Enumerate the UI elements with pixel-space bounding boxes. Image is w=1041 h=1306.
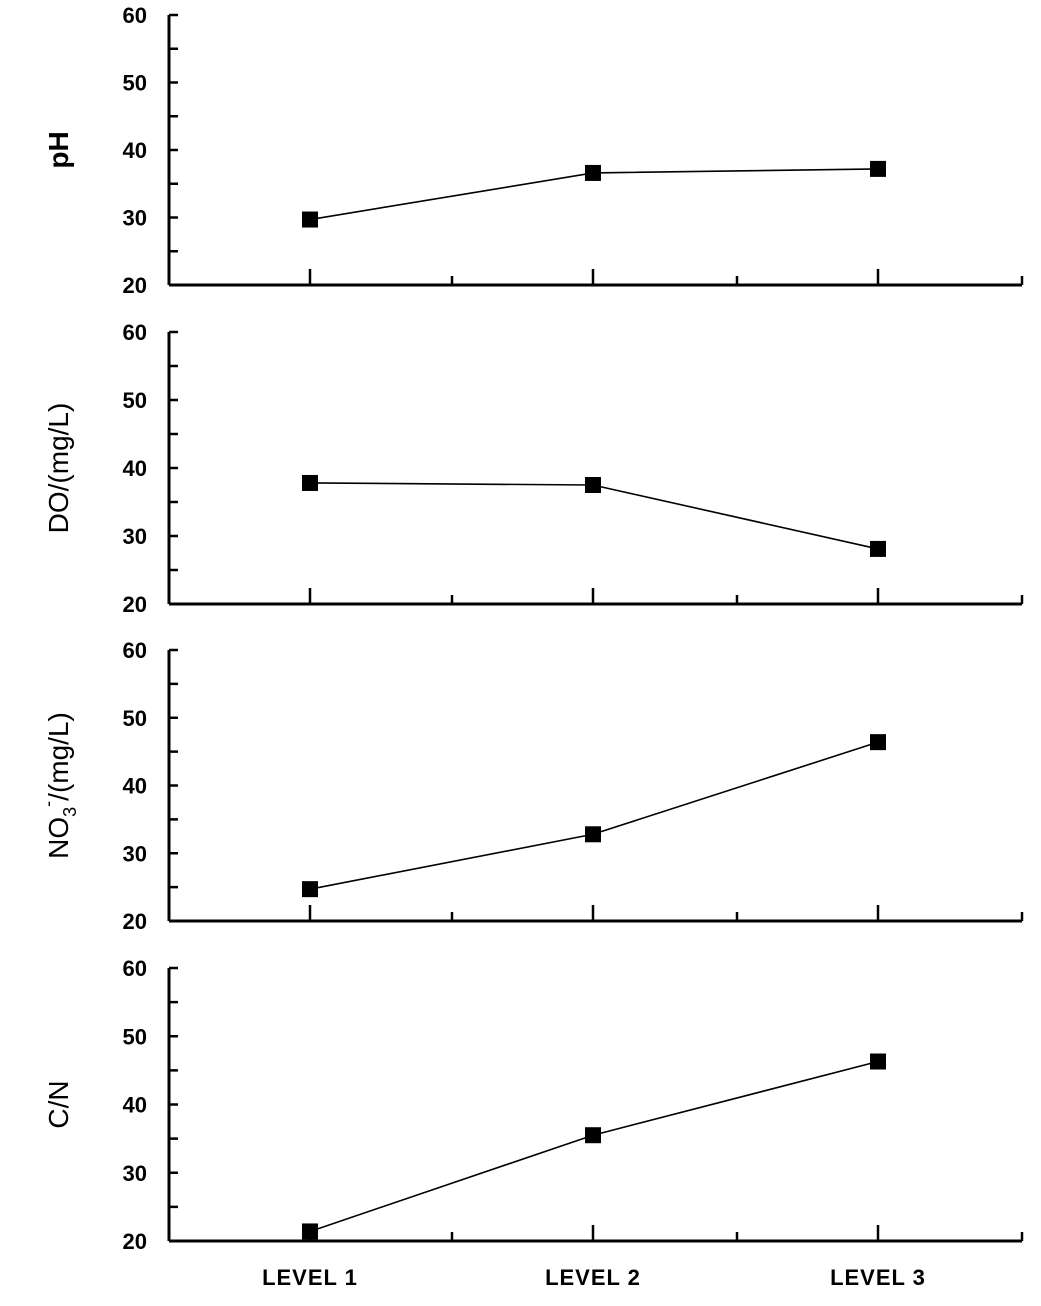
- series-line: [309, 741, 879, 890]
- data-point: [585, 1127, 601, 1144]
- y-tick-label: 40: [123, 456, 147, 481]
- y-tick-label: 60: [123, 956, 147, 981]
- y-tick-label: 30: [123, 1161, 147, 1186]
- y-tick-label: 40: [123, 138, 147, 163]
- y-tick-label: 40: [123, 1093, 147, 1118]
- y-tick-label: 20: [123, 592, 147, 617]
- y-tick-label: 50: [123, 71, 147, 96]
- y-tick-label: 20: [123, 273, 147, 298]
- y-label-subscript: 3: [60, 807, 80, 817]
- data-point: [302, 211, 318, 228]
- y-label-superscript: -: [38, 801, 58, 807]
- y-tick-label: 30: [123, 206, 147, 231]
- data-point: [302, 881, 318, 898]
- x-tick-label: LEVEL 1: [262, 1265, 358, 1290]
- series-line: [309, 1060, 879, 1233]
- x-tick-label: LEVEL 3: [830, 1265, 926, 1290]
- y-axis-label: pH: [43, 131, 74, 168]
- y-tick-label: 30: [123, 524, 147, 549]
- y-tick-label: 60: [123, 320, 147, 345]
- y-tick-label: 20: [123, 909, 147, 934]
- y-tick-label: 40: [123, 774, 147, 799]
- data-point: [302, 1223, 318, 1240]
- y-axis-label: DO/(mg/L): [43, 403, 74, 534]
- y-tick-label: 60: [123, 3, 147, 28]
- y-axis-label: C/N: [43, 1080, 74, 1128]
- panel-4: 20 30 40 50 60 C/N LEVEL 1 LEVEL 2 LEVEL 3: [43, 956, 1024, 1290]
- data-point: [870, 160, 886, 177]
- data-point: [870, 1053, 886, 1070]
- panel-3: 20 30 40 50 60 NO3-/(mg/L): [38, 638, 1024, 934]
- data-point: [302, 474, 318, 491]
- data-point: [870, 540, 886, 557]
- data-point: [585, 477, 601, 493]
- panel-1: 20 30 40 50 60 pH: [43, 3, 1024, 298]
- y-label-main: NO: [43, 817, 74, 859]
- y-axis-label: NO3-/(mg/L): [38, 712, 80, 859]
- y-label-rest: /(mg/L): [43, 712, 74, 801]
- panel-2: 20 30 40 50 60 DO/(mg/L): [43, 320, 1024, 617]
- data-point: [870, 734, 886, 751]
- y-tick-label: 20: [123, 1229, 147, 1254]
- data-point: [585, 826, 601, 843]
- y-tick-label: 50: [123, 1024, 147, 1049]
- y-tick-label: 60: [123, 638, 147, 663]
- y-tick-label: 50: [123, 388, 147, 413]
- y-tick-label: 50: [123, 706, 147, 731]
- y-tick-label: 30: [123, 841, 147, 866]
- x-tick-label: LEVEL 2: [545, 1265, 641, 1290]
- data-point: [585, 164, 601, 181]
